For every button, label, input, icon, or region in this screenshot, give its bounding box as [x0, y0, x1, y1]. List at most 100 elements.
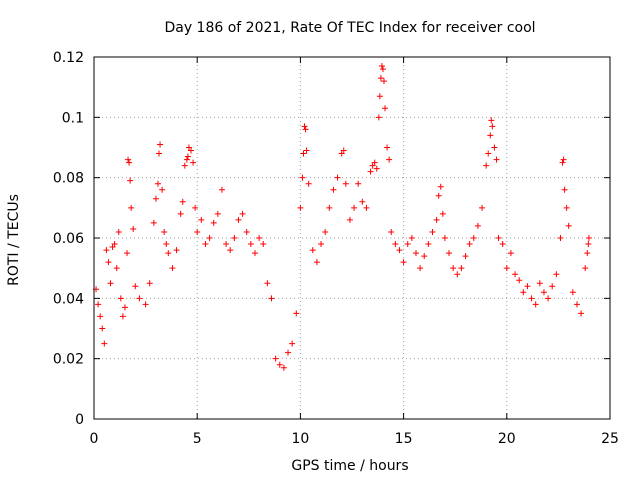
- data-point: [334, 174, 341, 181]
- data-point: [545, 295, 552, 302]
- x-tick-label: 20: [498, 431, 516, 447]
- data-point: [488, 117, 495, 124]
- data-point: [272, 355, 279, 362]
- data-point: [268, 295, 275, 302]
- data-point: [111, 241, 118, 248]
- data-point: [479, 204, 486, 211]
- data-point: [251, 250, 258, 257]
- data-point: [485, 150, 492, 157]
- data-point: [532, 301, 539, 308]
- data-point: [117, 295, 124, 302]
- data-point: [404, 241, 411, 248]
- data-point: [392, 241, 399, 248]
- data-point: [113, 265, 120, 272]
- data-point: [264, 280, 271, 287]
- x-tick-label: 0: [90, 431, 99, 447]
- data-point: [355, 180, 362, 187]
- y-axis-label: ROTI / TECUs: [6, 194, 22, 286]
- y-tick-label: 0.08: [53, 171, 84, 187]
- data-point: [150, 219, 157, 226]
- data-point: [435, 192, 442, 199]
- data-point: [130, 225, 137, 232]
- data-point: [346, 216, 353, 223]
- data-point: [503, 265, 510, 272]
- data-point: [474, 222, 481, 229]
- y-tick-label: 0.12: [53, 50, 84, 66]
- data-point: [446, 250, 453, 257]
- data-point: [154, 180, 161, 187]
- data-point: [412, 250, 419, 257]
- data-point: [173, 247, 180, 254]
- data-point: [540, 289, 547, 296]
- data-point: [99, 325, 106, 332]
- data-point: [119, 313, 126, 320]
- data-point: [142, 301, 149, 308]
- data-point: [179, 198, 186, 205]
- data-point: [421, 253, 428, 260]
- data-point: [379, 66, 386, 73]
- data-point: [185, 144, 192, 151]
- data-point: [491, 144, 498, 151]
- y-tick-label: 0.1: [62, 110, 84, 126]
- data-point: [512, 271, 519, 278]
- data-point: [239, 210, 246, 217]
- data-point: [326, 204, 333, 211]
- data-point: [573, 301, 580, 308]
- data-point: [489, 123, 496, 130]
- data-point: [536, 280, 543, 287]
- data-point: [487, 132, 494, 139]
- data-point: [223, 241, 230, 248]
- data-point: [309, 247, 316, 254]
- data-point: [458, 265, 465, 272]
- chart-title: Day 186 of 2021, Rate Of TEC Index for r…: [164, 20, 535, 36]
- data-point: [109, 244, 116, 251]
- data-point: [297, 204, 304, 211]
- data-point: [499, 241, 506, 248]
- data-point: [146, 280, 153, 287]
- data-point: [165, 250, 172, 257]
- data-point: [367, 168, 374, 175]
- data-point: [524, 283, 531, 290]
- y-tick-label: 0: [75, 412, 84, 428]
- data-point: [585, 235, 592, 241]
- data-point: [227, 247, 234, 254]
- data-point: [578, 310, 585, 317]
- data-point: [156, 150, 163, 157]
- data-point: [470, 235, 477, 241]
- data-points: [93, 63, 592, 371]
- data-point: [276, 361, 283, 368]
- data-point: [188, 147, 195, 154]
- data-point: [351, 204, 358, 211]
- data-point: [569, 289, 576, 296]
- data-point: [342, 180, 349, 187]
- data-point: [417, 265, 424, 272]
- x-axis-label: GPS time / hours: [291, 458, 408, 474]
- plot-frame: [93, 56, 611, 420]
- data-point: [584, 250, 591, 257]
- data-point: [318, 241, 325, 248]
- data-point: [450, 265, 457, 272]
- data-point: [218, 186, 225, 193]
- data-point: [520, 289, 527, 296]
- data-point: [301, 123, 308, 130]
- data-point: [516, 277, 523, 284]
- data-point: [330, 186, 337, 193]
- x-tick-label: 25: [601, 431, 619, 447]
- data-point: [115, 228, 122, 235]
- x-tick-label: 15: [395, 431, 413, 447]
- data-point: [285, 349, 292, 356]
- data-point: [378, 63, 385, 70]
- data-point: [380, 78, 387, 85]
- data-point: [293, 310, 300, 317]
- data-point: [466, 241, 473, 248]
- data-point: [561, 186, 568, 193]
- data-point: [181, 162, 188, 169]
- data-point: [103, 247, 110, 254]
- data-point: [483, 162, 490, 169]
- data-point: [231, 235, 238, 241]
- data-point: [184, 153, 191, 160]
- data-point: [303, 147, 310, 154]
- data-point: [202, 241, 209, 248]
- data-point: [559, 159, 566, 166]
